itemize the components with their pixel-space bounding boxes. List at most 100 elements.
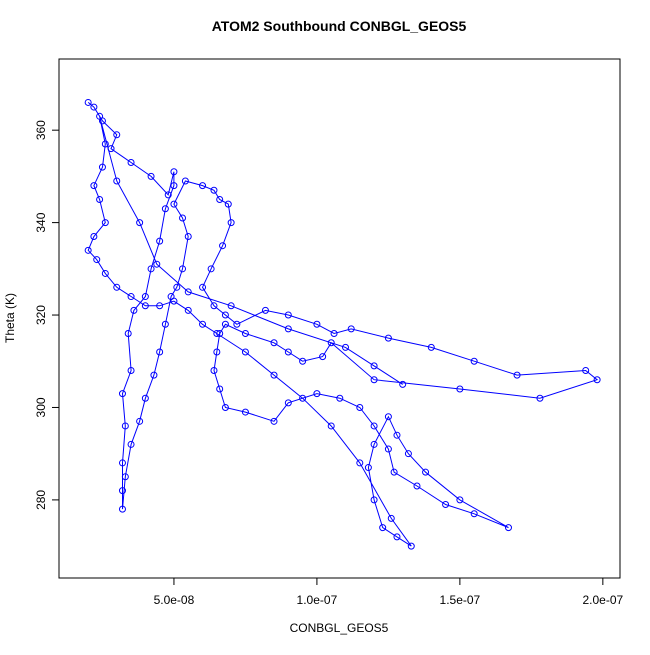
point [347, 325, 355, 333]
point [470, 357, 478, 365]
point [210, 366, 218, 374]
point [184, 288, 192, 296]
point [107, 145, 115, 153]
point [136, 219, 144, 227]
point [199, 283, 207, 291]
point [299, 357, 307, 365]
point [241, 348, 249, 356]
point [384, 334, 392, 342]
point [227, 302, 235, 310]
point [219, 242, 227, 250]
point [121, 473, 129, 481]
point [121, 422, 129, 430]
point [90, 232, 98, 240]
x-axis-label: CONBGL_GEOS5 [290, 621, 389, 635]
point [536, 394, 544, 402]
point [370, 496, 378, 504]
point [118, 487, 126, 495]
point [284, 311, 292, 319]
point [270, 339, 278, 347]
point [210, 186, 218, 194]
point [327, 339, 335, 347]
point [299, 394, 307, 402]
point [456, 385, 464, 393]
point [270, 371, 278, 379]
point [442, 501, 450, 509]
point [284, 348, 292, 356]
y-tick-label: 360 [34, 120, 48, 140]
point [227, 219, 235, 227]
point [284, 325, 292, 333]
point [513, 371, 521, 379]
point [413, 482, 421, 490]
point [207, 265, 215, 273]
point [216, 385, 224, 393]
x-tick-label: 2.0e-07 [582, 593, 623, 607]
point [384, 413, 392, 421]
point [199, 320, 207, 328]
series-line [87, 102, 599, 547]
point [101, 219, 109, 227]
point [356, 403, 364, 411]
point [364, 464, 372, 472]
point [336, 394, 344, 402]
point [399, 380, 407, 388]
x-tick-label: 5.0e-08 [154, 593, 195, 607]
point [101, 269, 109, 277]
point [156, 237, 164, 245]
point [270, 417, 278, 425]
point [96, 195, 104, 203]
point [181, 177, 189, 185]
point [113, 131, 121, 139]
point [170, 200, 178, 208]
point [342, 343, 350, 351]
point [427, 343, 435, 351]
point [387, 514, 395, 522]
point [199, 182, 207, 190]
x-tick-label: 1.0e-07 [297, 593, 338, 607]
point [170, 182, 178, 190]
point [327, 422, 335, 430]
point [470, 510, 478, 518]
point [216, 330, 224, 338]
point [127, 293, 135, 301]
point [84, 246, 92, 254]
point [582, 366, 590, 374]
point [93, 256, 101, 264]
point [173, 283, 181, 291]
point [161, 205, 169, 213]
point [393, 533, 401, 541]
point [404, 450, 412, 458]
point [370, 440, 378, 448]
point [161, 320, 169, 328]
point [141, 394, 149, 402]
point [150, 371, 158, 379]
point [221, 311, 229, 319]
point [210, 302, 218, 310]
point [319, 353, 327, 361]
point [113, 177, 121, 185]
point [216, 195, 224, 203]
point [118, 390, 126, 398]
point [356, 459, 364, 467]
point [127, 366, 135, 374]
point [504, 524, 512, 532]
point [422, 468, 430, 476]
point [213, 348, 221, 356]
point [118, 505, 126, 513]
point [147, 265, 155, 273]
point [184, 232, 192, 240]
point [456, 496, 464, 504]
point [179, 265, 187, 273]
chart-title: ATOM2 Southbound CONBGL_GEOS5 [212, 18, 467, 34]
point [127, 440, 135, 448]
point [313, 320, 321, 328]
point [170, 168, 178, 176]
point [390, 468, 398, 476]
point [221, 320, 229, 328]
point [593, 376, 601, 384]
y-tick-label: 340 [34, 212, 48, 232]
point [261, 306, 269, 314]
y-axis-label: Theta (K) [3, 293, 17, 343]
